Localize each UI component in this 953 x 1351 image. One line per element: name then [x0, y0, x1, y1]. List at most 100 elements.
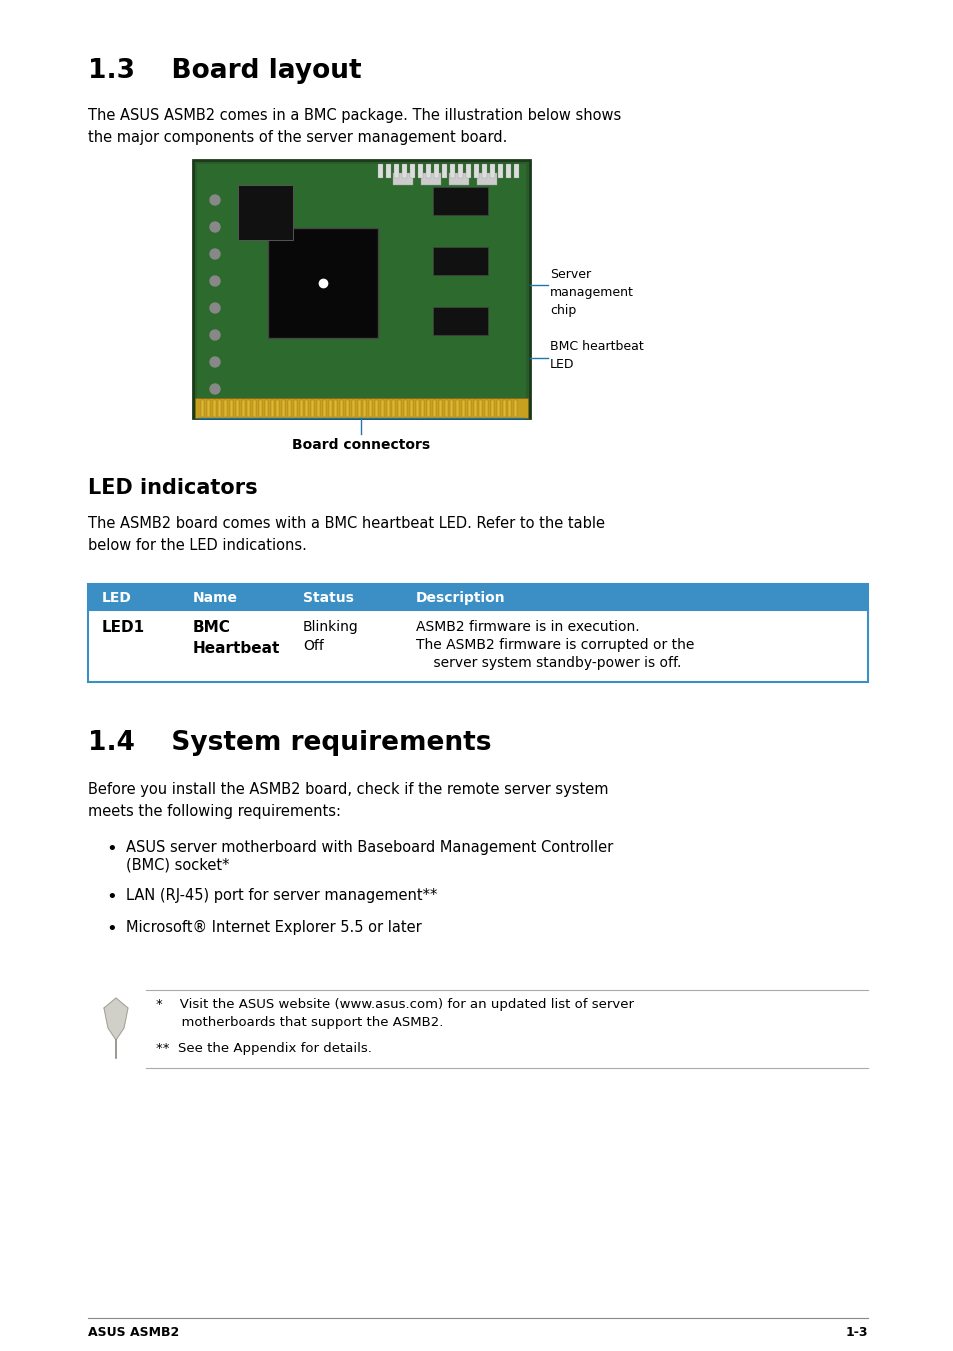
Text: The ASMB2 firmware is corrupted or the: The ASMB2 firmware is corrupted or the [416, 638, 694, 653]
FancyBboxPatch shape [377, 163, 382, 178]
FancyBboxPatch shape [194, 399, 527, 417]
FancyBboxPatch shape [193, 159, 530, 417]
Circle shape [210, 357, 220, 367]
FancyBboxPatch shape [473, 400, 476, 417]
FancyBboxPatch shape [394, 163, 398, 178]
Text: 1.3    Board layout: 1.3 Board layout [88, 58, 361, 84]
FancyBboxPatch shape [213, 400, 215, 417]
FancyBboxPatch shape [218, 400, 221, 417]
Text: ASMB2 firmware is in execution.: ASMB2 firmware is in execution. [416, 620, 639, 634]
FancyBboxPatch shape [380, 400, 383, 417]
Circle shape [210, 303, 220, 313]
FancyBboxPatch shape [476, 173, 497, 185]
FancyBboxPatch shape [508, 400, 511, 417]
FancyBboxPatch shape [497, 400, 499, 417]
FancyBboxPatch shape [465, 163, 471, 178]
FancyBboxPatch shape [427, 400, 430, 417]
FancyBboxPatch shape [505, 163, 511, 178]
Text: Before you install the ASMB2 board, check if the remote server system
meets the : Before you install the ASMB2 board, chec… [88, 782, 608, 819]
Text: motherboards that support the ASMB2.: motherboards that support the ASMB2. [156, 1016, 443, 1029]
Text: BMC heartbeat
LED: BMC heartbeat LED [550, 340, 643, 372]
Text: *    Visit the ASUS website (www.asus.com) for an updated list of server: * Visit the ASUS website (www.asus.com) … [156, 998, 634, 1011]
FancyBboxPatch shape [369, 400, 372, 417]
Circle shape [210, 222, 220, 232]
Text: •: • [106, 920, 116, 938]
FancyBboxPatch shape [88, 611, 867, 682]
FancyBboxPatch shape [393, 173, 413, 185]
FancyBboxPatch shape [237, 185, 293, 240]
FancyBboxPatch shape [328, 400, 332, 417]
Text: Microsoft® Internet Explorer 5.5 or later: Microsoft® Internet Explorer 5.5 or late… [126, 920, 421, 935]
Polygon shape [104, 998, 128, 1040]
FancyBboxPatch shape [433, 307, 488, 335]
Text: LED: LED [102, 590, 132, 605]
FancyBboxPatch shape [363, 400, 366, 417]
FancyBboxPatch shape [322, 400, 326, 417]
FancyBboxPatch shape [420, 173, 440, 185]
Text: server system standby-power is off.: server system standby-power is off. [416, 657, 680, 670]
Text: The ASMB2 board comes with a BMC heartbeat LED. Refer to the table
below for the: The ASMB2 board comes with a BMC heartbe… [88, 516, 604, 553]
FancyBboxPatch shape [449, 173, 469, 185]
FancyBboxPatch shape [311, 400, 314, 417]
Text: LED1: LED1 [102, 620, 145, 635]
FancyBboxPatch shape [357, 400, 360, 417]
FancyBboxPatch shape [417, 163, 422, 178]
FancyBboxPatch shape [276, 400, 279, 417]
FancyBboxPatch shape [438, 400, 441, 417]
FancyBboxPatch shape [207, 400, 210, 417]
FancyBboxPatch shape [497, 163, 502, 178]
FancyBboxPatch shape [340, 400, 343, 417]
FancyBboxPatch shape [401, 163, 407, 178]
Text: Blinking
Off: Blinking Off [303, 620, 358, 654]
FancyBboxPatch shape [450, 400, 453, 417]
FancyBboxPatch shape [426, 163, 431, 178]
FancyBboxPatch shape [481, 163, 486, 178]
Circle shape [210, 384, 220, 394]
Text: The ASUS ASMB2 comes in a BMC package. The illustration below shows
the major co: The ASUS ASMB2 comes in a BMC package. T… [88, 108, 620, 145]
Circle shape [210, 330, 220, 340]
FancyBboxPatch shape [265, 400, 268, 417]
Text: Server
management
chip: Server management chip [550, 267, 633, 317]
FancyBboxPatch shape [316, 400, 319, 417]
FancyBboxPatch shape [386, 400, 389, 417]
FancyBboxPatch shape [352, 400, 355, 417]
FancyBboxPatch shape [88, 584, 867, 611]
FancyBboxPatch shape [386, 163, 391, 178]
FancyBboxPatch shape [294, 400, 296, 417]
FancyBboxPatch shape [474, 163, 478, 178]
FancyBboxPatch shape [288, 400, 291, 417]
Text: BMC
Heartbeat: BMC Heartbeat [193, 620, 280, 657]
FancyBboxPatch shape [201, 400, 204, 417]
FancyBboxPatch shape [335, 400, 337, 417]
FancyBboxPatch shape [514, 400, 517, 417]
FancyBboxPatch shape [450, 163, 455, 178]
Circle shape [210, 195, 220, 205]
FancyBboxPatch shape [235, 400, 238, 417]
FancyBboxPatch shape [433, 247, 488, 276]
FancyBboxPatch shape [490, 163, 495, 178]
FancyBboxPatch shape [196, 163, 525, 413]
FancyBboxPatch shape [491, 400, 494, 417]
FancyBboxPatch shape [444, 400, 447, 417]
FancyBboxPatch shape [392, 400, 395, 417]
FancyBboxPatch shape [433, 186, 488, 215]
FancyBboxPatch shape [346, 400, 349, 417]
Text: 1-3: 1-3 [844, 1325, 867, 1339]
FancyBboxPatch shape [502, 400, 505, 417]
FancyBboxPatch shape [253, 400, 256, 417]
FancyBboxPatch shape [258, 400, 262, 417]
FancyBboxPatch shape [457, 163, 462, 178]
FancyBboxPatch shape [247, 400, 250, 417]
Text: ASUS ASMB2: ASUS ASMB2 [88, 1325, 179, 1339]
Text: LED indicators: LED indicators [88, 478, 257, 499]
FancyBboxPatch shape [479, 400, 482, 417]
FancyBboxPatch shape [485, 400, 488, 417]
Text: •: • [106, 888, 116, 907]
FancyBboxPatch shape [434, 163, 438, 178]
Text: (BMC) socket*: (BMC) socket* [126, 858, 230, 873]
FancyBboxPatch shape [421, 400, 424, 417]
FancyBboxPatch shape [514, 163, 518, 178]
FancyBboxPatch shape [461, 400, 464, 417]
Text: LAN (RJ-45) port for server management**: LAN (RJ-45) port for server management** [126, 888, 436, 902]
Text: Name: Name [193, 590, 237, 605]
